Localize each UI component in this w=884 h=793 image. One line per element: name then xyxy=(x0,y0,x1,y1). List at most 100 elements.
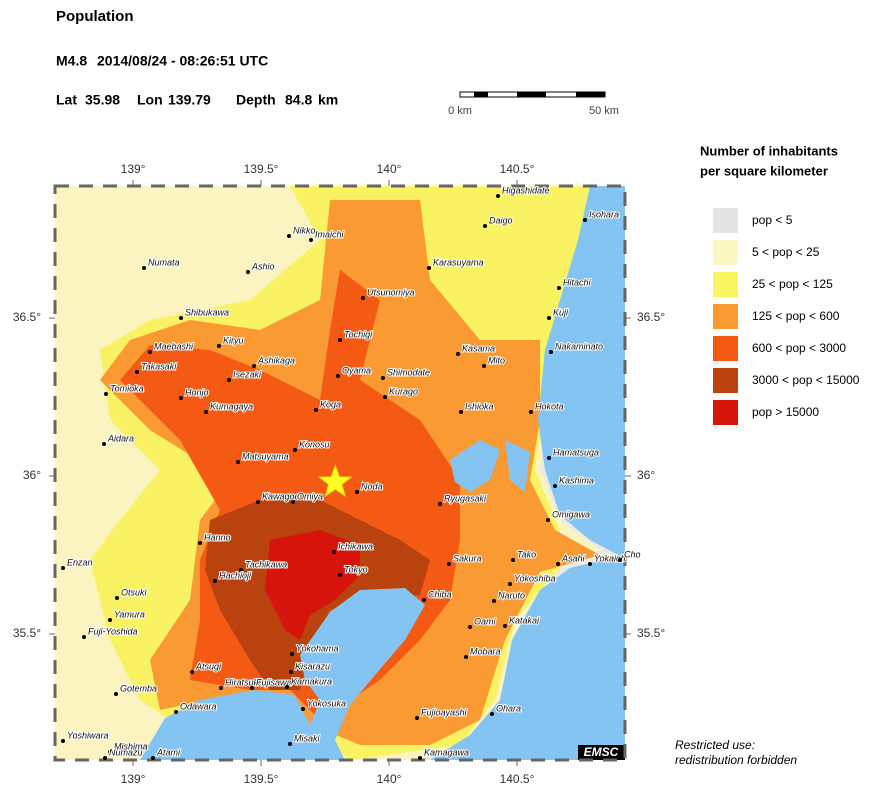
city-dot xyxy=(61,739,65,743)
city-dot xyxy=(82,635,86,639)
city-dot xyxy=(198,541,202,545)
city-dot xyxy=(418,756,422,760)
note: redistribution forbidden xyxy=(675,753,797,767)
city-dot xyxy=(174,710,178,714)
city-label: Odawara xyxy=(180,701,217,711)
city-dot xyxy=(142,266,146,270)
city-dot xyxy=(583,218,587,222)
legend-label: pop > 15000 xyxy=(752,405,819,419)
credit: EMSC xyxy=(584,745,619,759)
city-label: Katakai xyxy=(509,615,540,625)
city-dot xyxy=(114,692,118,696)
city-dot xyxy=(468,625,472,629)
lon-tick-label: 139° xyxy=(121,772,146,786)
legend-swatch xyxy=(713,272,738,297)
city-dot xyxy=(496,194,500,198)
city-label: Ichikawa xyxy=(338,541,373,551)
city-dot xyxy=(61,566,65,570)
city-label: Ashikaga xyxy=(257,355,295,365)
city-label: Hamatsuga xyxy=(553,447,599,457)
city-dot xyxy=(508,582,512,586)
city-label: Misaki xyxy=(294,733,321,743)
city-dot xyxy=(285,685,289,689)
city-label: Oami xyxy=(474,616,497,626)
city-dot xyxy=(239,568,243,572)
city-label: Tochigi xyxy=(344,329,373,339)
city-label: Hachioji xyxy=(219,570,252,580)
city-dot xyxy=(336,374,340,378)
city-label: Kurago xyxy=(389,386,418,396)
city-dot xyxy=(102,442,106,446)
legend-swatch xyxy=(713,240,738,265)
city-label: Hanno xyxy=(204,532,231,542)
city-dot xyxy=(115,596,119,600)
city-label: Yokosuka xyxy=(307,698,346,708)
city-label: Mobara xyxy=(470,646,501,656)
city-dot xyxy=(217,344,221,348)
city-label: Fuji-Yoshida xyxy=(88,626,138,636)
legend-swatch xyxy=(713,368,738,393)
city-dot xyxy=(381,376,385,380)
scale-start: 0 km xyxy=(448,105,472,117)
city-label: Ashio xyxy=(251,261,275,271)
city-label: Kamagawa xyxy=(424,747,469,757)
legend-swatch xyxy=(713,208,738,233)
city-label: Yokoshiba xyxy=(514,573,556,583)
city-dot xyxy=(447,562,451,566)
city-dot xyxy=(287,234,291,238)
legend-label: 25 < pop < 125 xyxy=(752,277,833,291)
title: Population xyxy=(56,8,134,25)
city-label: Asahi xyxy=(561,553,586,563)
city-dot xyxy=(588,562,592,566)
city-dot xyxy=(456,352,460,356)
epicenter xyxy=(317,463,353,498)
legend-label: pop < 5 xyxy=(752,213,793,227)
map-frame xyxy=(53,184,627,762)
lat: 35.98 xyxy=(85,92,120,108)
city-label: Yamura xyxy=(114,609,145,619)
city-dot xyxy=(314,408,318,412)
city-dot xyxy=(464,655,468,659)
city-label: Kuji xyxy=(553,307,569,317)
city-dot xyxy=(250,686,254,690)
city-label: Konosu xyxy=(299,439,330,449)
city-label: Yoshiwara xyxy=(67,730,109,740)
city-dot xyxy=(338,338,342,342)
city-dot xyxy=(135,370,139,374)
magnitude: M4.8 xyxy=(56,53,87,69)
lon-tick-label: 139.5° xyxy=(244,162,279,176)
city-dot xyxy=(618,558,622,562)
city-dot xyxy=(492,599,496,603)
city-dot xyxy=(547,316,551,320)
city-label: Ohara xyxy=(496,703,521,713)
legend-title: per square kilometer xyxy=(700,163,828,178)
city-dot xyxy=(511,558,515,562)
scale-end: 50 km xyxy=(589,105,619,117)
lon-tick-label: 140° xyxy=(377,162,402,176)
depth-label: Depth xyxy=(236,92,276,108)
city-label: Hitachi xyxy=(563,277,592,287)
city-label: Atsugi xyxy=(195,661,222,671)
legend-swatch xyxy=(713,400,738,425)
city-dot xyxy=(309,238,313,242)
lon: 139.79 xyxy=(168,92,211,108)
city-label: Mishima xyxy=(114,741,148,751)
city-dot xyxy=(490,712,494,716)
legend-label: 600 < pop < 3000 xyxy=(752,341,846,355)
city-dot xyxy=(503,624,507,628)
city-label: Kisarazu xyxy=(295,661,330,671)
city-dot xyxy=(190,670,194,674)
legend: pop < 5 5 < pop < 25 25 < pop < 125 125 < p… xyxy=(713,208,860,425)
lon-tick-label: 139.5° xyxy=(244,772,279,786)
legend-label: 5 < pop < 25 xyxy=(752,245,820,259)
lat-tick-label: 35.5° xyxy=(637,626,665,640)
city-label: Kasama xyxy=(462,343,495,353)
city-dot xyxy=(547,456,551,460)
city-dot xyxy=(108,618,112,622)
scale-bar xyxy=(459,91,606,98)
city-label: Tokyo xyxy=(344,564,368,574)
city-label: Hokota xyxy=(535,401,564,411)
city-label: Kashima xyxy=(559,475,594,485)
city-label: Nikko xyxy=(293,225,316,235)
